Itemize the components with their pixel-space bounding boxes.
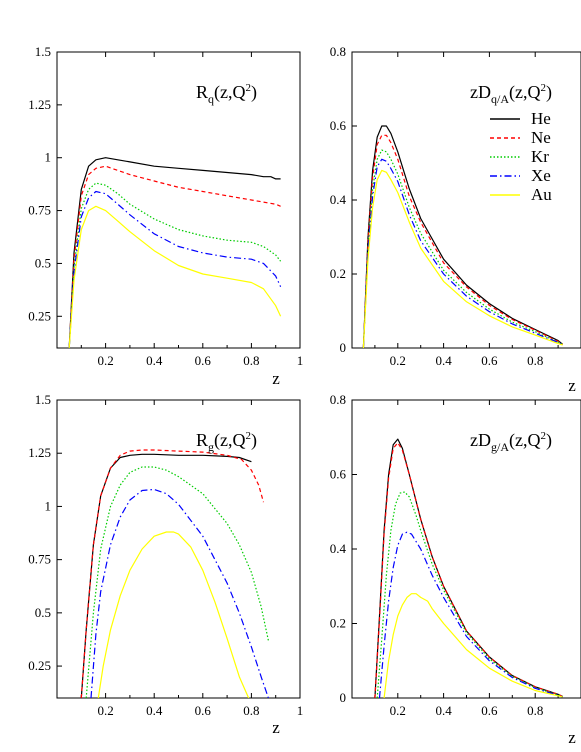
x-tick-label: 0.6: [195, 353, 212, 368]
x-tick-label: 0.2: [97, 353, 113, 368]
x-tick-label: 0.4: [435, 703, 452, 718]
series-line-ne: [80, 449, 265, 698]
x-tick-label: 0.2: [390, 353, 406, 368]
y-tick-label: 0.5: [35, 255, 51, 270]
series-group: [374, 438, 563, 698]
series-line-xe: [68, 190, 282, 348]
y-tick-label: 1.25: [28, 445, 51, 460]
x-tick-label: 0.4: [146, 703, 163, 718]
y-tick-label: 0.25: [28, 658, 51, 673]
x-axis-label: z: [568, 376, 576, 395]
series-line-kr: [362, 149, 563, 348]
y-tick-label: 0.8: [330, 44, 346, 59]
panel-title: Rg(z,Q2): [196, 430, 257, 454]
y-tick-label: 0: [340, 690, 347, 705]
series-line-xe: [362, 158, 563, 348]
series-line-xe: [90, 488, 269, 698]
y-tick-label: 1: [45, 498, 52, 513]
y-tick-label: 0.2: [330, 616, 346, 631]
x-tick-label: 0.6: [481, 703, 498, 718]
series-line-au: [383, 593, 563, 698]
plot-frame: [56, 51, 301, 349]
x-tick-label: 1: [297, 703, 304, 718]
series-line-he: [68, 157, 281, 348]
y-tick-label: 0.5: [35, 605, 51, 620]
panel-4: 0.2 0.4 0.6 0.8 0 0.2 0.4 0.6 0.8 zDg/A(z,Q2) z: [330, 392, 581, 747]
panel-title: zDg/A(z,Q2): [470, 430, 552, 454]
x-tick-label: 0.8: [527, 353, 543, 368]
x-axis-label: z: [568, 728, 576, 747]
legend-label-xe: Xe: [531, 166, 551, 185]
series-line-he: [80, 453, 252, 698]
x-tick-label: 0.8: [243, 703, 259, 718]
panel-1: 0.2 0.4 0.6 0.8 1 0.25 0.5 0.75 1 1.25 1.5 Rq(z,Q2)…: [28, 44, 303, 388]
x-axis-label: z: [272, 718, 280, 737]
y-tick-label: 0.75: [28, 552, 51, 567]
series-line-au: [68, 205, 282, 348]
series-line-au: [362, 169, 563, 348]
y-tick-label: 1.5: [35, 392, 51, 407]
panel-title: Rq(z,Q2): [196, 82, 257, 106]
y-tick-label: 0.4: [330, 192, 347, 207]
legend-label-he: He: [531, 109, 551, 128]
panel-2: 0.2 0.4 0.6 0.8 0 0.2 0.4 0.6 0.8 zDq/A(z,Q2) z HeN…: [330, 44, 581, 395]
x-tick-label: 0.6: [195, 703, 212, 718]
panel-3: 0.2 0.4 0.6 0.8 1 0.25 0.5 0.75 1 1.25 1.5 Rg(z,Q2)…: [28, 392, 303, 737]
series-line-he: [362, 125, 564, 348]
y-tick-label: 0: [340, 340, 347, 355]
y-tick-label: 0.2: [330, 266, 346, 281]
series-group: [68, 157, 282, 348]
x-axis-label: z: [272, 369, 280, 388]
x-tick-label: 0.2: [97, 703, 113, 718]
legend-label-ne: Ne: [531, 128, 551, 147]
y-tick-label: 0.8: [330, 392, 346, 407]
x-tick-label: 0.6: [481, 353, 498, 368]
y-tick-label: 0.75: [28, 203, 51, 218]
x-tick-label: 0.8: [243, 353, 259, 368]
y-tick-label: 0.6: [330, 467, 347, 482]
y-tick-label: 1.5: [35, 44, 51, 59]
series-group: [80, 449, 269, 698]
y-tick-label: 0.4: [330, 541, 347, 556]
x-tick-label: 0.4: [146, 353, 163, 368]
series-line-au: [97, 531, 250, 698]
y-tick-label: 1.25: [28, 97, 51, 112]
series-line-ne: [68, 165, 281, 348]
series-group: [362, 125, 564, 348]
legend-label-kr: Kr: [531, 147, 549, 166]
x-tick-label: 0.4: [435, 353, 452, 368]
series-line-he: [374, 438, 563, 698]
series-line-xe: [378, 531, 563, 698]
x-tick-label: 0.8: [527, 703, 543, 718]
series-line-kr: [68, 182, 282, 348]
x-tick-label: 1: [297, 353, 304, 368]
series-line-ne: [362, 134, 564, 348]
series-line-kr: [376, 491, 563, 698]
y-tick-label: 0.25: [28, 308, 51, 323]
series-line-ne: [374, 442, 563, 698]
y-tick-label: 1: [45, 150, 52, 165]
y-tick-label: 0.6: [330, 118, 347, 133]
series-line-kr: [85, 466, 269, 698]
legend-label-au: Au: [531, 185, 552, 204]
panel-title: zDq/A(z,Q2): [470, 82, 552, 106]
x-tick-label: 0.2: [390, 703, 406, 718]
